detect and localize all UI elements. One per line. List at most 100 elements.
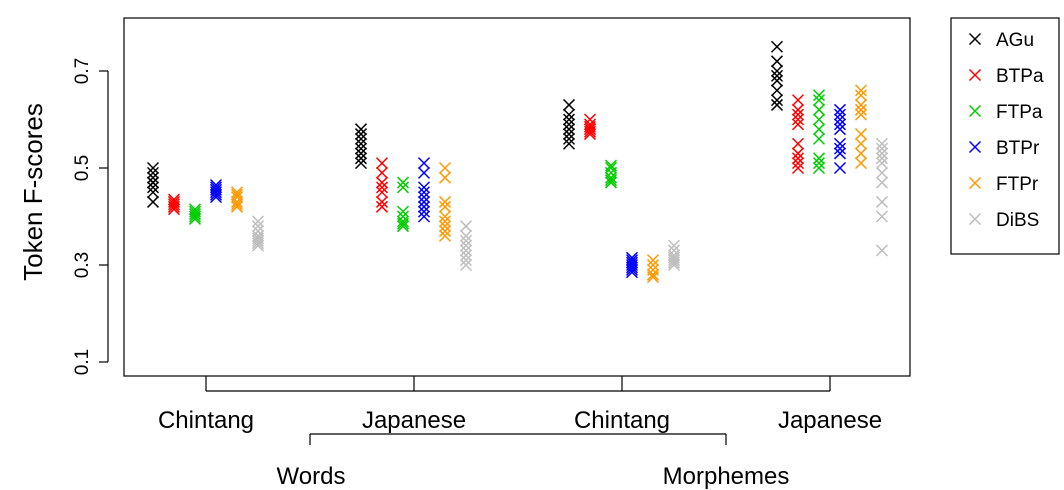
data-point — [770, 64, 784, 78]
data-point — [833, 137, 847, 150]
data-point — [459, 234, 473, 247]
data-point — [146, 166, 160, 179]
data-point — [875, 166, 889, 179]
data-point — [354, 147, 368, 160]
data-point — [459, 220, 473, 233]
data-point — [375, 181, 389, 194]
data-point — [167, 195, 181, 208]
data-point — [167, 198, 181, 211]
legend-label: FTPa — [996, 102, 1043, 123]
data-point — [854, 137, 868, 150]
data-point — [875, 157, 889, 170]
data-point — [417, 200, 431, 213]
data-point — [812, 103, 826, 116]
data-point — [396, 181, 410, 194]
data-point — [438, 225, 452, 238]
data-point — [188, 205, 202, 218]
series-ftpa — [188, 89, 826, 233]
legend-marker-icon — [968, 212, 982, 226]
data-point — [354, 137, 368, 150]
data-point — [770, 94, 784, 107]
data-point — [396, 220, 410, 233]
data-point — [854, 89, 868, 102]
data-point — [459, 254, 473, 267]
legend-marker-icon — [968, 176, 982, 190]
data-point — [875, 152, 889, 165]
legend-marker-icon — [968, 104, 982, 118]
data-point — [396, 215, 410, 228]
x-tick-label: Chintang — [158, 407, 254, 434]
data-point — [812, 152, 826, 165]
data-point — [770, 69, 784, 82]
data-point — [417, 166, 431, 179]
data-point — [562, 132, 576, 145]
data-point — [251, 234, 265, 247]
data-point — [375, 166, 389, 179]
data-point — [230, 188, 244, 201]
legend: AGu BTPa FTPa BTPr FTPr DiBS — [950, 17, 1060, 255]
data-point — [854, 157, 868, 170]
series-ftpr — [230, 84, 868, 284]
data-point — [854, 108, 868, 121]
data-point — [438, 195, 452, 208]
y-tick-label: 0.3 — [72, 252, 93, 278]
plot-frame — [123, 17, 911, 377]
y-tick-label: 0.5 — [72, 155, 93, 181]
series-agu — [146, 40, 784, 208]
data-point — [854, 128, 868, 141]
data-point — [791, 118, 805, 131]
series-btpa — [167, 94, 805, 216]
data-point — [562, 137, 576, 150]
data-point — [562, 98, 576, 111]
data-point — [375, 186, 389, 199]
legend-label: DiBS — [996, 210, 1039, 231]
data-point — [854, 98, 868, 111]
data-point — [251, 215, 265, 228]
data-point — [812, 161, 826, 175]
data-point — [562, 113, 576, 126]
legend-label: BTPr — [996, 138, 1040, 159]
data-point — [375, 176, 389, 189]
data-point — [146, 195, 160, 208]
data-point — [438, 161, 452, 175]
data-point — [396, 205, 410, 218]
data-point — [833, 161, 847, 175]
data-point — [791, 147, 805, 160]
data-point — [354, 142, 368, 155]
data-point — [875, 210, 889, 223]
data-point — [875, 195, 889, 208]
data-point — [438, 171, 452, 184]
data-point — [854, 84, 868, 97]
data-point — [791, 137, 805, 150]
data-point — [667, 254, 681, 267]
legend-marker-icon — [968, 140, 982, 154]
data-point — [438, 215, 452, 228]
data-point — [812, 157, 826, 170]
data-point — [604, 159, 618, 172]
data-point — [646, 254, 660, 267]
data-point — [791, 103, 805, 116]
data-point — [812, 113, 826, 126]
data-point — [251, 229, 265, 242]
data-point — [188, 208, 202, 221]
data-point — [833, 118, 847, 131]
legend-label: FTPr — [996, 174, 1039, 195]
data-point — [625, 254, 639, 267]
data-point — [438, 220, 452, 233]
data-point — [417, 181, 431, 194]
data-point — [854, 147, 868, 160]
data-point — [438, 210, 452, 223]
data-point — [791, 108, 805, 121]
data-point — [791, 157, 805, 170]
data-point — [875, 147, 889, 160]
data-point — [875, 176, 889, 189]
data-point — [812, 89, 826, 102]
data-point — [604, 176, 618, 189]
x-axis — [205, 376, 831, 392]
data-point — [791, 152, 805, 165]
data-point — [667, 249, 681, 262]
data-point — [833, 123, 847, 136]
data-points — [146, 40, 889, 284]
data-point — [396, 210, 410, 223]
